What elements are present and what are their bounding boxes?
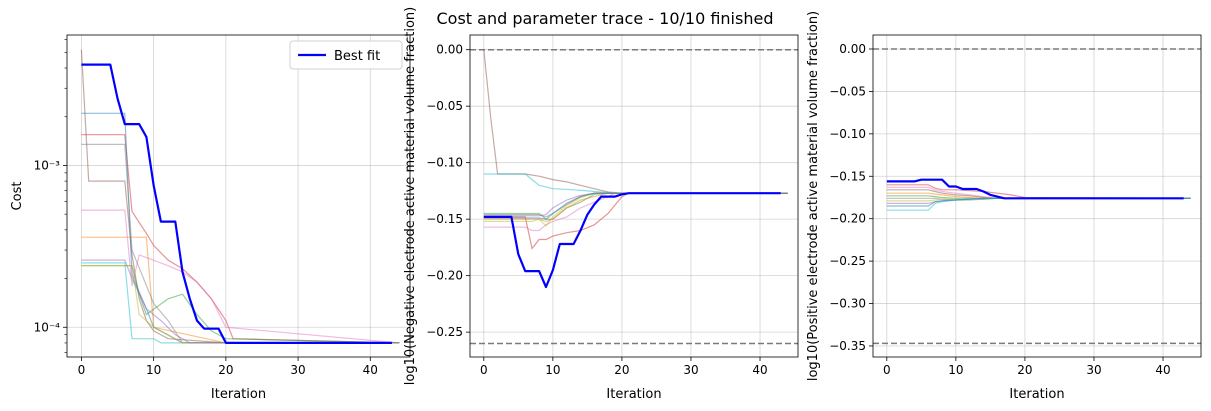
y-tick-label: −0.15 bbox=[426, 212, 463, 226]
y-tick-label: −0.30 bbox=[829, 297, 866, 311]
x-tick-label: 10 bbox=[545, 363, 560, 377]
y-tick-label: −0.25 bbox=[829, 254, 866, 268]
y-tick-label: −0.20 bbox=[829, 212, 866, 226]
run-trace bbox=[81, 134, 400, 344]
run-trace bbox=[483, 192, 788, 217]
y-tick-label: 10⁻³ bbox=[34, 158, 61, 172]
x-tick-label: 40 bbox=[363, 363, 378, 377]
run-trace bbox=[483, 173, 788, 194]
x-tick-label: 0 bbox=[78, 363, 86, 377]
run-trace bbox=[483, 192, 788, 232]
run-trace bbox=[483, 49, 788, 194]
run-trace bbox=[483, 192, 788, 223]
plot-area bbox=[873, 48, 1201, 345]
axes-frame bbox=[872, 34, 1202, 358]
x-axis-label: Iteration bbox=[606, 387, 661, 402]
panel-positive-electrode: 0 10 20 30 40 0.00 −0.05 −0.10 −0.15 −0.20 −0.25 −0… bbox=[806, 11, 1202, 402]
x-tick-label: 10 bbox=[948, 363, 963, 377]
x-tick-label: 30 bbox=[683, 363, 698, 377]
x-tick-label: 20 bbox=[1017, 363, 1032, 377]
run-trace bbox=[81, 259, 400, 344]
y-tick-label: −0.10 bbox=[426, 156, 463, 170]
panel-negative-electrode: 0 10 20 30 40 0.00 −0.05 −0.10 −0.15 −0.20 −0.25 It… bbox=[403, 7, 799, 402]
figure-title: Cost and parameter trace - 10/10 finishe… bbox=[437, 9, 774, 28]
run-trace bbox=[81, 262, 400, 344]
legend-box bbox=[289, 40, 403, 70]
axes-frame bbox=[66, 34, 411, 358]
best-fit-line bbox=[886, 178, 1184, 200]
x-tick-label: 30 bbox=[290, 363, 305, 377]
y-tick-label: −0.20 bbox=[426, 269, 463, 283]
x-axis-label: Iteration bbox=[211, 387, 266, 402]
x-tick-label: 20 bbox=[614, 363, 629, 377]
y-tick-label: 0.00 bbox=[839, 42, 866, 56]
run-trace bbox=[483, 192, 788, 227]
y-axis-label: log10(Positive electrode active material… bbox=[806, 11, 821, 381]
run-trace bbox=[886, 197, 1191, 211]
run-trace bbox=[81, 236, 400, 344]
plot-area bbox=[470, 48, 798, 345]
y-tick-label: −0.35 bbox=[829, 339, 866, 353]
panel-cost: 0 10 20 30 40 10⁻⁴ 10⁻³ Iteration Cost Best fit bbox=[10, 34, 411, 402]
panels: 0 10 20 30 40 10⁻⁴ 10⁻³ Iteration Cost Best fit 0 1… bbox=[10, 7, 1202, 402]
x-tick-label: 40 bbox=[752, 363, 767, 377]
run-trace bbox=[483, 192, 788, 250]
y-tick-label: 10⁻⁴ bbox=[34, 320, 61, 334]
run-trace bbox=[886, 184, 1191, 199]
y-axis-label: Cost bbox=[10, 182, 25, 211]
axes-frame bbox=[469, 34, 799, 358]
y-tick-label: −0.05 bbox=[829, 84, 866, 98]
legend: Best fit bbox=[289, 40, 403, 70]
best-fit-line bbox=[483, 192, 781, 289]
y-tick-label: −0.15 bbox=[829, 169, 866, 183]
x-tick-label: 0 bbox=[480, 363, 488, 377]
x-tick-label: 0 bbox=[883, 363, 891, 377]
legend-label: Best fit bbox=[334, 49, 380, 64]
run-trace bbox=[81, 209, 400, 344]
run-trace bbox=[483, 192, 788, 220]
x-tick-label: 30 bbox=[1086, 363, 1101, 377]
x-tick-label: 40 bbox=[1155, 363, 1170, 377]
plot-area bbox=[80, 49, 400, 344]
y-tick-label: 0.00 bbox=[436, 43, 463, 57]
y-axis-label: log10(Negative electrode active material… bbox=[403, 7, 418, 386]
best-fit-line bbox=[81, 63, 392, 344]
run-trace bbox=[80, 49, 400, 344]
y-tick-label: −0.10 bbox=[829, 127, 866, 141]
x-tick-label: 10 bbox=[146, 363, 161, 377]
x-axis-label: Iteration bbox=[1009, 387, 1064, 402]
y-tick-label: −0.05 bbox=[426, 99, 463, 113]
y-tick-label: −0.25 bbox=[426, 325, 463, 339]
run-trace bbox=[81, 265, 400, 344]
x-tick-label: 20 bbox=[218, 363, 233, 377]
